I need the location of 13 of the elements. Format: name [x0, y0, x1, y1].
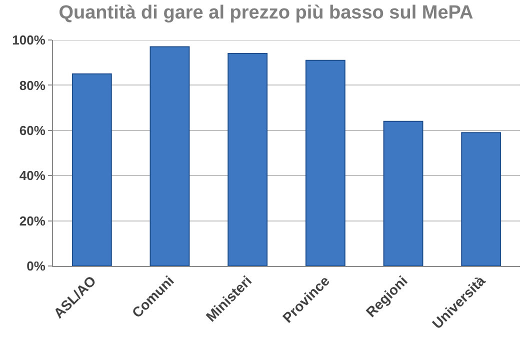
bar	[383, 120, 424, 266]
bar	[150, 46, 190, 266]
bar	[461, 132, 502, 266]
bar	[72, 73, 112, 266]
y-tick-label: 20%	[19, 213, 46, 228]
y-tick-label: 80%	[19, 78, 46, 93]
y-tick-label: 40%	[19, 168, 46, 184]
bar	[228, 53, 268, 266]
bar	[305, 60, 346, 266]
y-tick-label: 60%	[19, 122, 46, 138]
y-tick-label: 0%	[26, 258, 46, 274]
y-tick-label: 100%	[12, 32, 46, 48]
chart-title: Quantità di gare al prezzo più basso sul MePA	[58, 2, 474, 24]
